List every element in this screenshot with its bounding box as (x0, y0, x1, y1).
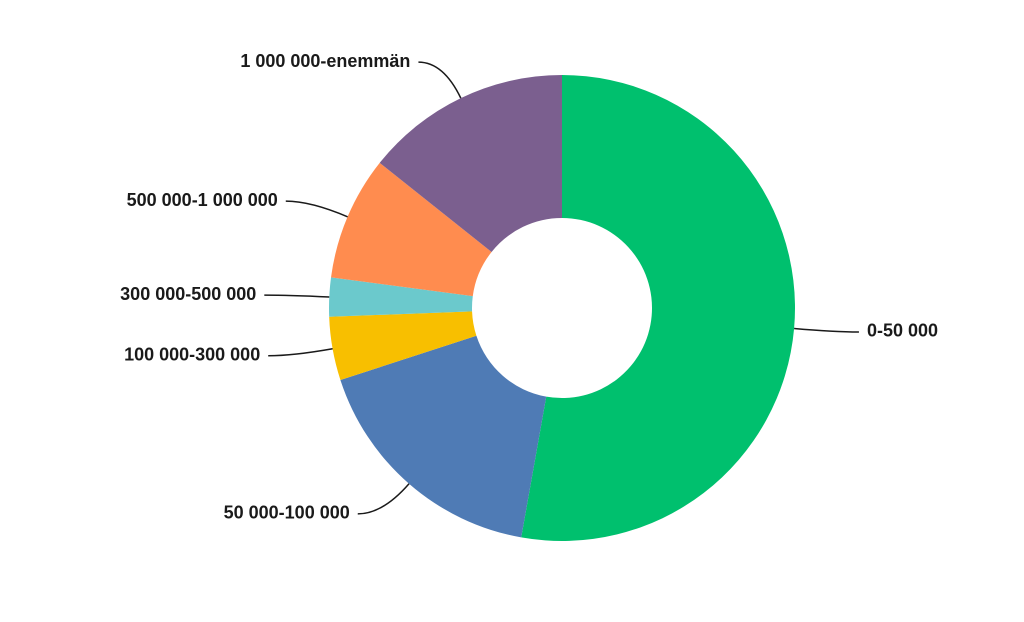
slice-label: 500 000-1 000 000 (127, 190, 278, 210)
slice-label: 100 000-300 000 (124, 345, 260, 365)
slice-label: 300 000-500 000 (120, 284, 256, 304)
slice-label: 0-50 000 (867, 321, 938, 341)
slice (521, 75, 796, 541)
slice-label: 50 000-100 000 (224, 503, 350, 523)
slice (379, 75, 562, 252)
leader-line (264, 294, 330, 298)
slice (331, 162, 492, 297)
leader-line (357, 483, 410, 515)
leader-line (285, 200, 348, 218)
slice-label: 1 000 000-enemmän (240, 51, 410, 71)
slice (340, 335, 547, 538)
leader-line (418, 61, 462, 99)
slice (329, 311, 477, 381)
slice (329, 277, 473, 317)
leader-line (268, 348, 333, 357)
leader-line (794, 327, 859, 333)
